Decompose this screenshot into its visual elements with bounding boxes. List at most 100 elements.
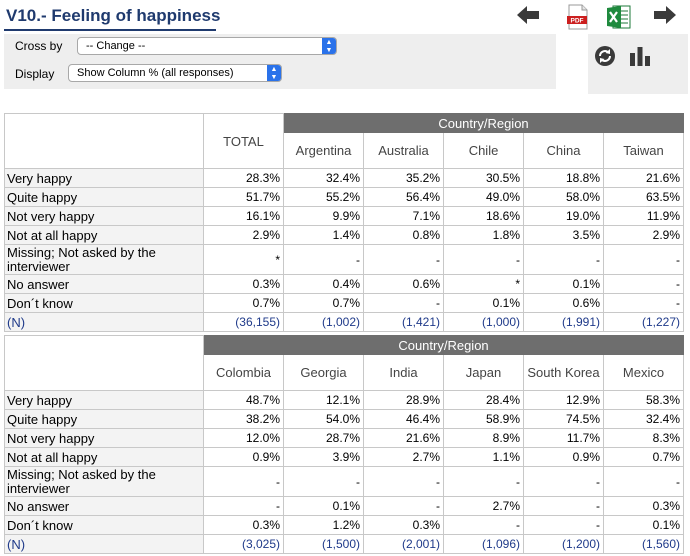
pdf-export-icon[interactable]: PDF: [566, 4, 590, 30]
column-header: Argentina: [283, 132, 364, 169]
table-cell: 21.6%: [363, 428, 444, 448]
table-cell: 0.4%: [283, 274, 364, 294]
table-row: Very happy 28.3% 32.4% 35.2% 30.5% 18.8% 21.6%: [4, 168, 684, 188]
table-row: Quite happy 51.7% 55.2% 56.4% 49.0% 58.0% 63.5…: [4, 187, 684, 207]
page-title: V10.- Feeling of happiness: [6, 6, 221, 25]
table-cell: 16.1%: [203, 206, 284, 226]
table-cell: 48.7%: [203, 390, 284, 410]
pdf-icon-text: PDF: [571, 18, 584, 25]
row-label: No answer: [4, 496, 204, 516]
table-cell: 74.5%: [523, 409, 604, 429]
forward-arrow-icon[interactable]: [652, 4, 678, 26]
table-cell: 63.5%: [603, 187, 684, 207]
column-header: Taiwan: [603, 132, 684, 169]
table-cell: 3.9%: [283, 447, 364, 467]
table-cell: (1,200): [523, 534, 604, 554]
table-cell: 0.6%: [363, 274, 444, 294]
table-row: Very happy 48.7% 12.1% 28.9% 28.4% 12.9% 58.3%: [4, 390, 684, 410]
excel-export-icon[interactable]: [606, 4, 632, 30]
options-panel: Cross by -- Change -- ▲ ▼ Display Show Co…: [4, 34, 556, 89]
table-cell: -: [363, 244, 444, 275]
table-cell: 28.9%: [363, 390, 444, 410]
table-row: Missing; Not asked by the interviewer * - -…: [4, 244, 684, 275]
table-cell: 49.0%: [443, 187, 524, 207]
column-header: India: [363, 354, 444, 391]
table-row: Not at all happy 2.9% 1.4% 0.8% 1.8% 3.5% 2.9%: [4, 225, 684, 245]
display-select[interactable]: Show Column % (all responses) ▲ ▼: [68, 64, 282, 82]
cross-by-label: Cross by: [15, 39, 63, 53]
table-cell: 58.9%: [443, 409, 524, 429]
table-cell: (2,001): [363, 534, 444, 554]
table-cell: 32.4%: [603, 409, 684, 429]
row-label: Very happy: [4, 168, 204, 188]
column-header: Chile: [443, 132, 524, 169]
table-cell: 12.9%: [523, 390, 604, 410]
back-arrow-icon[interactable]: [515, 4, 541, 26]
table-cell: -: [603, 466, 684, 497]
table-cell: 0.8%: [363, 225, 444, 245]
table-cell: 0.1%: [443, 293, 524, 313]
cross-by-value: -- Change --: [86, 40, 146, 52]
table-cell: (1,227): [603, 312, 684, 332]
table-cell: (1,002): [283, 312, 364, 332]
group-header: Country/Region: [283, 113, 684, 133]
table-cell: 11.9%: [603, 206, 684, 226]
table-cell: -: [363, 293, 444, 313]
table-cell: 0.3%: [203, 274, 284, 294]
table-cell: 2.9%: [603, 225, 684, 245]
column-header: Australia: [363, 132, 444, 169]
title-underline: [4, 29, 216, 31]
row-label: Missing; Not asked by the interviewer: [4, 244, 204, 275]
table-cell: -: [443, 515, 524, 535]
table-cell: 1.8%: [443, 225, 524, 245]
table-cell: 0.1%: [283, 496, 364, 516]
select-arrows-icon: ▲ ▼: [322, 38, 336, 54]
row-label: Not at all happy: [4, 225, 204, 245]
table-cell: 30.5%: [443, 168, 524, 188]
table-cell: 32.4%: [283, 168, 364, 188]
display-value: Show Column % (all responses): [77, 67, 234, 79]
row-label: Don´t know: [4, 515, 204, 535]
table-cell: (3,025): [203, 534, 284, 554]
table-cell: 0.7%: [283, 293, 364, 313]
row-label: (N): [4, 312, 204, 332]
table-cell: 28.4%: [443, 390, 524, 410]
table-cell: 54.0%: [283, 409, 364, 429]
table-cell: -: [203, 466, 284, 497]
table-cell: 0.1%: [603, 515, 684, 535]
refresh-icon[interactable]: [593, 44, 617, 68]
table-row: Don´t know 0.7% 0.7% -0.1% 0.6% -: [4, 293, 684, 313]
table-cell: 51.7%: [203, 187, 284, 207]
table-cell: 0.3%: [203, 515, 284, 535]
table-cell: 58.0%: [523, 187, 604, 207]
table-cell: (36,155): [203, 312, 284, 332]
table-cell: 0.7%: [603, 447, 684, 467]
table-cell: -: [523, 466, 604, 497]
column-header: Japan: [443, 354, 524, 391]
table-cell: 1.4%: [283, 225, 364, 245]
row-label: Quite happy: [4, 409, 204, 429]
table-cell: 12.1%: [283, 390, 364, 410]
table-cell: -: [283, 466, 364, 497]
table-cell: -: [603, 244, 684, 275]
table-cell: (1,421): [363, 312, 444, 332]
table-cell: 11.7%: [523, 428, 604, 448]
select-arrows-icon: ▲ ▼: [267, 65, 281, 81]
table-cell: 1.1%: [443, 447, 524, 467]
row-label: Not at all happy: [4, 447, 204, 467]
table-cell: -: [603, 274, 684, 294]
table-cell: -: [203, 496, 284, 516]
table-cell: 8.9%: [443, 428, 524, 448]
bar-chart-icon[interactable]: [628, 44, 652, 68]
row-label: Not very happy: [4, 428, 204, 448]
row-label: Not very happy: [4, 206, 204, 226]
table-corner: [4, 335, 204, 391]
table-cell: *: [203, 244, 284, 275]
table-cell: 28.7%: [283, 428, 364, 448]
table-cell: 0.1%: [523, 274, 604, 294]
table-cell: 55.2%: [283, 187, 364, 207]
table-row: No answer -0.1% -2.7% -0.3%: [4, 496, 684, 516]
cross-by-select[interactable]: -- Change -- ▲ ▼: [77, 37, 337, 55]
table-cell: 9.9%: [283, 206, 364, 226]
column-header: Georgia: [283, 354, 364, 391]
